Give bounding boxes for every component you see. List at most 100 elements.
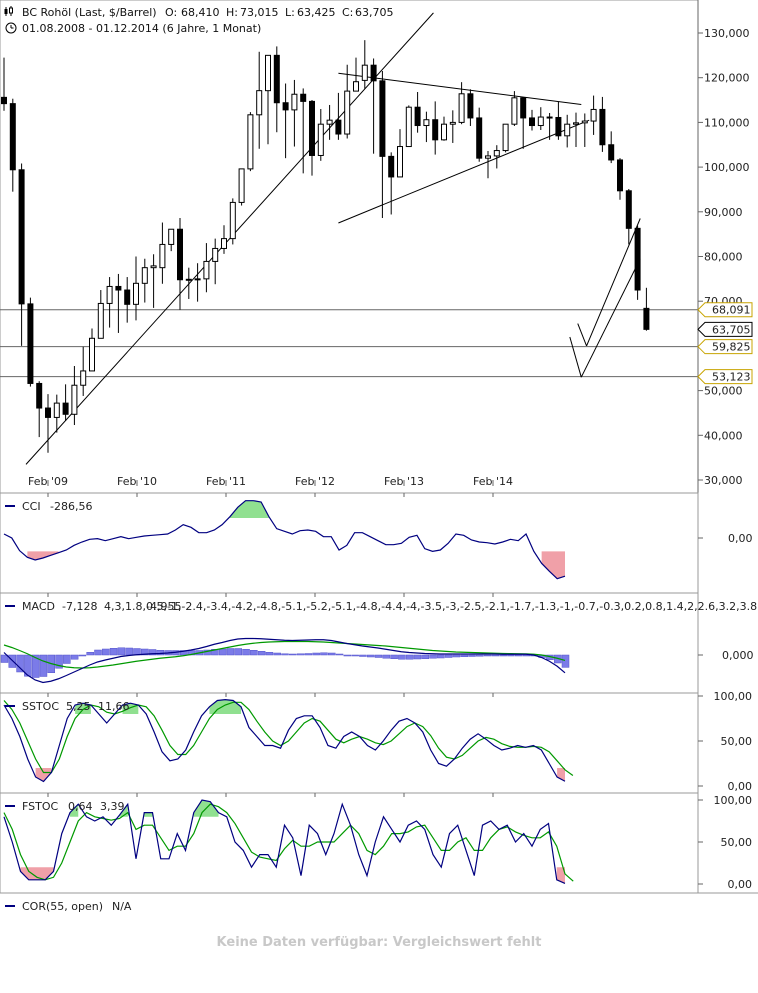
low-value: 63,425 [297, 6, 336, 19]
projection-line [577, 323, 588, 347]
macd-line [3, 637, 566, 684]
macd-histogram-bar [226, 648, 235, 656]
candle-up [441, 123, 447, 141]
candle-up [317, 123, 324, 156]
candle-down [177, 228, 183, 281]
oversold-zone [27, 551, 59, 560]
candle-up [361, 64, 368, 81]
close-label: C: [342, 6, 353, 19]
overbought-zone [75, 703, 91, 714]
candle-up [221, 238, 227, 249]
candle-down [643, 307, 650, 330]
macd-histogram-bar [343, 654, 352, 657]
candle-up [458, 93, 465, 123]
y-tick-label: 130,000 [704, 27, 750, 40]
candle-up [229, 201, 236, 240]
sstoc-d-line [3, 700, 574, 776]
candle-down [625, 190, 632, 229]
uptrend-line [25, 12, 434, 465]
candle-down [379, 80, 386, 157]
macd-title: MACD [22, 600, 55, 613]
y-tick-label: 90,000 [704, 206, 743, 219]
candle-down [476, 117, 483, 159]
y-tick-label: 40,000 [704, 429, 743, 442]
macd-signal-value: 4,3,1.8,0.5,-1,-2.4,-3.4,-4.2,-4.8,-5.1,… [104, 600, 758, 613]
candle-up [185, 278, 192, 281]
candle-up [159, 243, 166, 269]
macd-histogram-bar [16, 654, 24, 673]
macd-histogram-bar [335, 653, 344, 656]
price-frame [0, 0, 699, 494]
candle-up [238, 168, 245, 203]
candle-up [564, 123, 571, 137]
candle-down [546, 116, 553, 119]
price-label-value: 68,091 [712, 304, 751, 317]
macd-histogram-bar [437, 654, 445, 659]
candle-down [309, 100, 315, 156]
candle-up [194, 278, 201, 281]
macd-histogram-bar [156, 650, 165, 656]
macd-histogram-bar [289, 653, 297, 656]
candle-up [493, 150, 500, 157]
candle-down [282, 102, 289, 111]
sstoc-d-value: 11,66 [98, 700, 130, 713]
fstoc-panel: 100,00 50,00 0,00 FSTOC 0,64 3,39 [0, 792, 753, 894]
macd-histogram-bar [398, 654, 406, 660]
macd-histogram-bar [265, 652, 274, 656]
macd-histogram-bar [413, 654, 422, 660]
y-tick-label: 120,000 [704, 72, 750, 85]
candle-down [9, 103, 16, 171]
candle-down [599, 108, 606, 146]
macd-histogram-bar [273, 652, 281, 656]
candle-down [414, 106, 421, 127]
x-tick-label: Feb '12 [295, 475, 335, 488]
y-tick-label: 50,00 [721, 735, 753, 748]
sstoc-k-line [3, 698, 566, 783]
macd-histogram-bar [359, 654, 367, 657]
candle-down [520, 97, 527, 119]
candle-down [555, 116, 562, 137]
macd-histogram-bar [452, 654, 461, 658]
candle-up [256, 90, 263, 116]
x-tick-label: Feb '13 [384, 475, 424, 488]
projection-line [586, 218, 641, 347]
high-label: H: [226, 6, 238, 19]
candle-up [449, 121, 456, 125]
macd-histogram-bar [483, 654, 492, 657]
candle-up [71, 384, 78, 415]
macd-histogram-bar [0, 654, 9, 663]
cor-title: COR(55, open) [22, 900, 103, 913]
macd-histogram-bar [468, 654, 476, 657]
candle-up [326, 119, 333, 125]
macd-histogram-bar [522, 654, 531, 657]
cci-value: -286,56 [50, 500, 92, 513]
y-tick-label: 100,00 [714, 794, 753, 807]
macd-histogram-bar [561, 654, 570, 668]
macd-histogram-bar [24, 654, 32, 677]
macd-histogram-bar [304, 653, 313, 656]
sstoc-panel: 100,00 50,00 0,00 SSTOC 5,25 11,66 [0, 690, 753, 794]
candle-up [247, 114, 254, 170]
candle-up [485, 155, 491, 159]
macd-histogram-bar [250, 650, 258, 656]
price-label-value: 63,705 [712, 323, 751, 336]
candle-up [353, 81, 359, 92]
macd-histogram-bar [141, 648, 149, 656]
macd-histogram-bar [218, 648, 227, 656]
x-tick-label: Feb '10 [117, 475, 157, 488]
open-label: O: [165, 6, 177, 19]
candle-down [300, 93, 307, 102]
candle-up [150, 265, 157, 269]
macd-histogram-bar [507, 654, 515, 657]
cor-value: N/A [112, 900, 132, 913]
open-value: 68,410 [181, 6, 220, 19]
macd-histogram-bar [234, 648, 242, 656]
price-label-box [697, 302, 753, 318]
oversold-zone [541, 551, 565, 579]
candle-up [573, 122, 579, 125]
price-label-value: 59,825 [712, 341, 751, 354]
macd-histogram-bar [63, 654, 71, 664]
chart-type-icon [4, 6, 13, 16]
fstoc-k-line [3, 799, 566, 885]
candle-up [291, 93, 298, 111]
